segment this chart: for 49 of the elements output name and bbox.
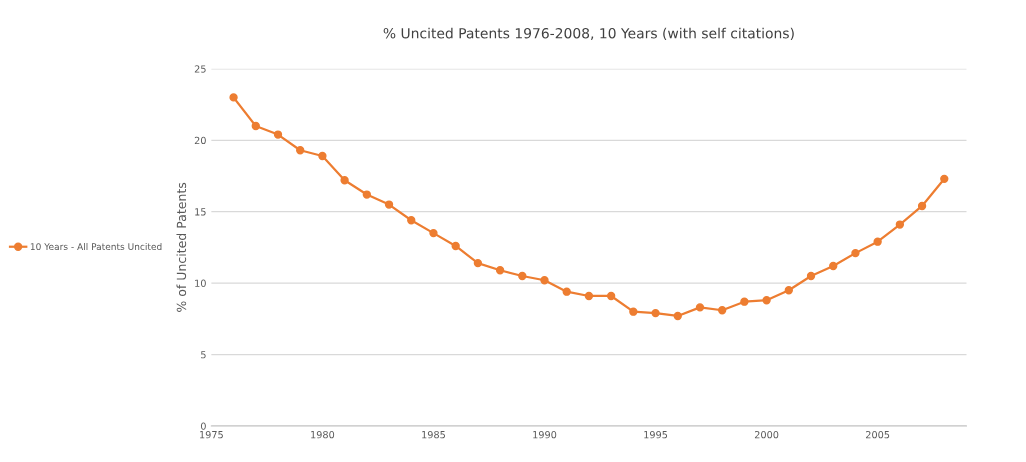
x-tick-label: 1985 — [422, 431, 445, 439]
point — [407, 216, 416, 225]
point — [340, 176, 349, 185]
point — [629, 307, 638, 316]
point — [384, 200, 394, 209]
point — [829, 261, 838, 271]
legend-label: 10 Years - All Patents Uncited — [30, 243, 162, 251]
point — [251, 121, 260, 131]
point — [806, 271, 816, 281]
point — [895, 220, 905, 229]
point — [451, 241, 460, 251]
point — [873, 237, 882, 246]
point — [540, 276, 549, 285]
y-tick-label: 0 — [200, 422, 206, 430]
chart-title: % Uncited Patents 1976-2008, 10 Years (with self citations) — [383, 27, 794, 41]
point — [473, 258, 483, 268]
point — [429, 228, 438, 238]
point — [695, 303, 705, 312]
point — [851, 248, 860, 258]
point — [606, 291, 616, 301]
point — [229, 93, 238, 102]
y-tick-label: 25 — [194, 65, 206, 73]
x-tick-label: 2005 — [865, 431, 890, 439]
point — [917, 201, 927, 211]
point — [651, 308, 660, 318]
y-tick-label: 20 — [194, 136, 206, 145]
point — [562, 287, 571, 296]
y-tick-label: 15 — [195, 208, 206, 216]
y-tick-label: 5 — [201, 351, 206, 359]
point — [318, 151, 327, 161]
point — [362, 190, 371, 199]
point — [762, 296, 771, 305]
point — [495, 266, 505, 275]
y-axis-title: % of Uncited Patents — [176, 182, 187, 312]
point — [296, 146, 305, 155]
point — [940, 174, 949, 184]
x-tick-label: 2000 — [754, 431, 779, 439]
point — [584, 291, 594, 301]
point — [718, 306, 727, 315]
x-tick-label: 1990 — [533, 431, 557, 439]
point — [784, 286, 793, 295]
x-tick-label: 1995 — [644, 431, 668, 439]
point — [518, 271, 527, 281]
point — [673, 311, 682, 321]
x-tick-label: 1980 — [311, 431, 335, 439]
y-tick-label: 10 — [195, 279, 206, 287]
x-tick-label: 1975 — [200, 431, 223, 439]
point — [273, 130, 283, 139]
point — [740, 297, 749, 306]
